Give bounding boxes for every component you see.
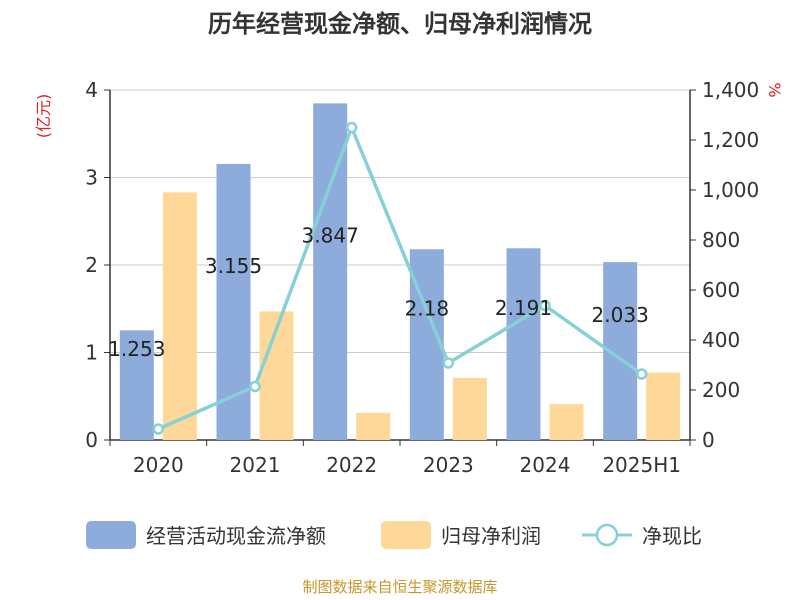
net-profit-bar[interactable] [162, 192, 197, 440]
right-tick-label: 1,400 [702, 78, 759, 102]
x-tick-label: 2023 [423, 453, 474, 477]
cashflow-value-label: 3.155 [205, 254, 262, 278]
ratio-point[interactable] [442, 357, 455, 369]
x-tick-label: 2020 [133, 453, 184, 477]
right-tick-label: 0 [702, 428, 715, 452]
gridlines [110, 89, 690, 353]
ratio-line-path [157, 125, 643, 431]
right-tick-label: 800 [702, 228, 740, 252]
right-axis-unit: % [765, 82, 784, 97]
ratio-point[interactable] [152, 423, 165, 435]
legend[interactable]: 经营活动现金流净额 归母净利润 净现比 [86, 521, 702, 549]
x-tick-label: 2022 [326, 453, 377, 477]
cashflow-value-label: 3.847 [302, 224, 359, 248]
right-tick-label: 400 [702, 328, 740, 352]
legend-label: 经营活动现金流净额 [146, 524, 326, 548]
net-profit-bar[interactable] [549, 404, 584, 440]
legend-item[interactable]: 净现比 [582, 523, 702, 548]
left-axis-unit: (亿元) [34, 94, 53, 139]
legend-item[interactable]: 归母净利润 [381, 521, 541, 549]
net-profit-bar[interactable] [646, 372, 681, 440]
left-tick-label: 3 [85, 166, 98, 190]
right-tick-label: 200 [702, 378, 740, 402]
data-labels: 1.253 3.155 3.847 2.18 2.191 2.033 [108, 224, 649, 361]
ratio-point[interactable] [635, 368, 648, 380]
ratio-line [152, 121, 648, 435]
legend-marker [595, 523, 619, 547]
legend-label: 净现比 [642, 524, 702, 548]
legend-item[interactable]: 经营活动现金流净额 [86, 521, 326, 549]
net-profit-bar[interactable] [356, 412, 391, 440]
x-tick-label: 2025H1 [602, 453, 681, 477]
x-tick-label: 2024 [520, 453, 571, 477]
cashflow-value-label: 2.18 [405, 297, 450, 321]
cashflow-value-label: 2.191 [495, 296, 552, 320]
cashflow-bar[interactable] [119, 330, 154, 440]
chart-title: 历年经营现金净额、归母净利润情况 [208, 10, 592, 38]
cashflow-bar[interactable] [216, 163, 251, 440]
legend-swatch [86, 521, 136, 549]
ratio-point[interactable] [345, 121, 358, 134]
left-tick-label: 0 [85, 428, 98, 452]
left-tick-label: 1 [85, 341, 98, 365]
source-note: 制图数据来自恒生聚源数据库 [302, 578, 497, 596]
net-profit-bar[interactable] [452, 377, 487, 440]
right-tick-label: 600 [702, 278, 740, 302]
cashflow-bar[interactable] [506, 248, 541, 440]
right-tick-label: 1,200 [702, 128, 759, 152]
right-tick-label: 1,000 [702, 178, 759, 202]
left-tick-label: 2 [85, 253, 98, 277]
legend-label: 归母净利润 [441, 524, 541, 548]
x-tick-label: 2021 [230, 453, 281, 477]
cashflow-value-label: 1.253 [108, 337, 165, 361]
cashflow-value-label: 2.033 [592, 303, 649, 327]
ratio-point[interactable] [249, 380, 261, 393]
axes: 0 1 2 3 4 0 200 400 600 800 1,000 1,200 1,400 2020 202… [85, 78, 759, 477]
legend-swatch [381, 521, 431, 549]
ratio-point[interactable] [539, 299, 551, 312]
left-tick-label: 4 [85, 78, 98, 102]
